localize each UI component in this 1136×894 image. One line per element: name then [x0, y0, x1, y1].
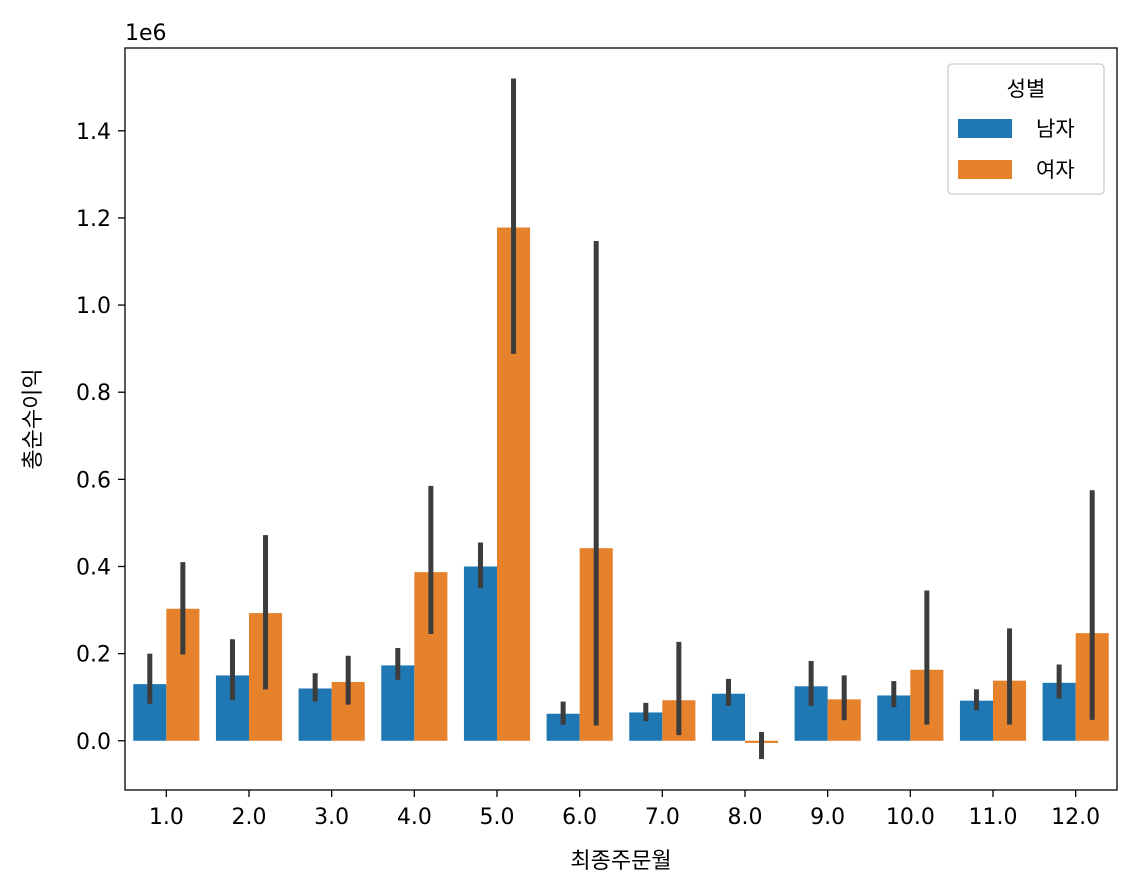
x-tick-label: 2.0: [232, 805, 267, 830]
x-tick-label: 6.0: [562, 805, 597, 830]
y-axis-title: 총순수이익: [21, 368, 46, 469]
x-tick-label: 9.0: [810, 805, 845, 830]
x-tick-label: 8.0: [728, 805, 763, 830]
y-tick-label: 0.6: [76, 468, 111, 493]
x-tick-label: 5.0: [480, 805, 515, 830]
y-tick-label: 1.4: [76, 120, 111, 145]
y-axis: 0.0 0.2 0.4 0.6 0.8 1.0 1.2 1.4: [76, 120, 125, 755]
y-tick-label: 0.0: [76, 730, 111, 755]
y-tick-label: 1.0: [76, 294, 111, 319]
x-tick-label: 4.0: [397, 805, 432, 830]
y-tick-label: 0.4: [76, 555, 111, 580]
legend: 성별 남자 여자: [947, 63, 1105, 195]
x-tick-label: 7.0: [645, 805, 680, 830]
x-tick-label: 1.0: [149, 805, 184, 830]
x-tick-label: 10.0: [886, 805, 935, 830]
x-tick-label: 11.0: [969, 805, 1018, 830]
legend-label-male: 남자: [1036, 117, 1075, 141]
x-tick-label: 12.0: [1051, 805, 1100, 830]
legend-swatch-female: [958, 160, 1012, 179]
legend-label-female: 여자: [1036, 158, 1075, 182]
y-tick-label: 0.8: [76, 381, 111, 406]
errorbar-layer: [147, 78, 1095, 760]
legend-title: 성별: [1007, 77, 1046, 101]
y-offset-label: 1e6: [125, 21, 167, 46]
bar-male-5.0: [463, 566, 497, 741]
x-axis-title: 최종주문월: [570, 849, 671, 874]
bars-layer: [133, 227, 1109, 743]
y-tick-label: 1.2: [76, 207, 111, 232]
x-tick-label: 3.0: [314, 805, 349, 830]
x-axis: 1.0 2.0 3.0 4.0 5.0 6.0 7.0 8.0 9.0 10.0 11.0 12.0: [149, 790, 1100, 830]
y-tick-label: 0.2: [76, 643, 111, 668]
plot-frame: [124, 47, 1118, 791]
legend-swatch-male: [958, 119, 1012, 138]
